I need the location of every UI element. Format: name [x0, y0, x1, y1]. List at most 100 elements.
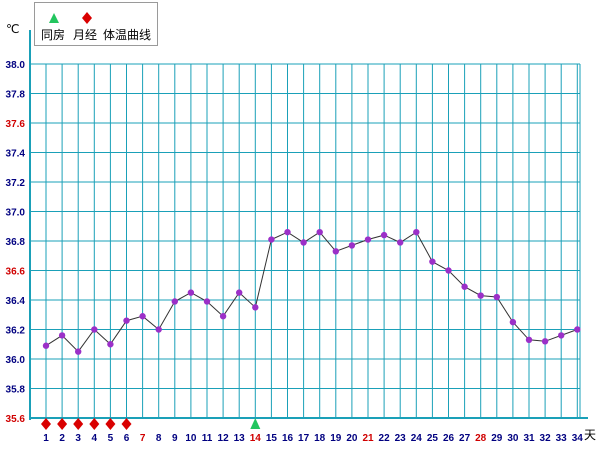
temperature-point [236, 289, 243, 296]
x-tick-label: 19 [330, 433, 342, 444]
x-tick-label: 1 [43, 433, 49, 444]
x-tick-label: 13 [234, 433, 246, 444]
temperature-point [123, 317, 130, 324]
x-tick-label: 33 [556, 433, 568, 444]
y-tick-label: 36.2 [6, 326, 26, 337]
y-tick-label: 37.4 [6, 149, 26, 160]
x-tick-label: 3 [75, 433, 81, 444]
x-tick-label: 21 [362, 433, 374, 444]
y-tick-label: 37.2 [6, 178, 26, 189]
temperature-point [397, 239, 404, 246]
temperature-point [171, 298, 178, 305]
y-tick-label: 38.0 [6, 60, 26, 71]
temperature-point [429, 258, 436, 265]
temperature-point [413, 228, 420, 236]
temperature-point [42, 342, 50, 349]
menstruation-marker [89, 418, 100, 430]
legend-item-intercourse: 同房 [39, 3, 71, 45]
temperature-point [493, 293, 500, 301]
legend-item-menstruation: 月经 [71, 3, 107, 45]
x-tick-label: 12 [218, 433, 230, 444]
x-tick-label: 7 [140, 433, 146, 444]
menstruation-marker [121, 418, 132, 430]
y-tick-label: 35.8 [6, 385, 26, 396]
x-tick-label: 20 [346, 433, 358, 444]
x-tick-label: 14 [250, 433, 262, 444]
menstruation-marker [73, 418, 84, 430]
temperature-point [91, 326, 98, 333]
intercourse-marker [250, 418, 261, 429]
x-tick-label: 9 [172, 433, 178, 444]
y-tick-label: 36.0 [6, 355, 26, 366]
legend-item-temperature: 体温曲线 [101, 3, 155, 45]
temperature-point [316, 228, 323, 236]
legend-label-intercourse: 同房 [41, 28, 66, 42]
temperature-series-line [45, 231, 578, 353]
y-tick-label: 36.6 [6, 267, 26, 278]
x-axis-unit: 天 [584, 428, 597, 442]
temperature-point [574, 326, 581, 333]
y-tick-label: 37.6 [6, 119, 26, 130]
temperature-point [75, 348, 82, 355]
temperature-point [380, 231, 388, 239]
y-tick-label: 35.6 [6, 414, 26, 425]
x-tick-label: 11 [202, 433, 213, 444]
menstruation-marker [105, 418, 116, 430]
temperature-point [252, 304, 259, 311]
temperature-point [219, 313, 227, 320]
red-diamond-icon [81, 9, 93, 28]
x-tick-label: 10 [185, 433, 197, 444]
y-tick-label: 37.0 [6, 208, 26, 219]
x-tick-label: 6 [124, 433, 130, 444]
x-tick-label: 18 [314, 433, 326, 444]
x-tick-label: 15 [266, 433, 278, 444]
x-tick-label: 28 [475, 433, 487, 444]
temperature-point [58, 332, 66, 339]
temperature-point [300, 239, 307, 246]
x-tick-label: 26 [443, 433, 455, 444]
x-tick-label: 16 [282, 433, 294, 444]
y-tick-label: 37.8 [6, 90, 26, 101]
x-tick-label: 34 [572, 433, 584, 444]
legend-label-temperature: 体温曲线 [103, 28, 152, 42]
temperature-point [268, 236, 275, 243]
x-tick-label: 30 [507, 433, 519, 444]
temperature-point [139, 313, 146, 320]
temperature-point [155, 326, 162, 333]
temperature-point [477, 292, 484, 299]
menstruation-marker [41, 418, 51, 430]
x-tick-label: 22 [379, 433, 391, 444]
x-tick-label: 31 [523, 433, 535, 444]
temperature-point [364, 236, 372, 243]
menstruation-marker [57, 418, 68, 430]
temperature-point [187, 289, 195, 296]
legend-label-menstruation: 月经 [73, 28, 98, 42]
temperature-point [509, 318, 517, 326]
x-tick-label: 5 [108, 433, 114, 444]
temperature-point [348, 242, 356, 249]
x-tick-label: 2 [59, 433, 65, 444]
temperature-point [203, 298, 211, 305]
temperature-point [461, 283, 468, 290]
y-tick-label: 36.8 [6, 237, 26, 248]
temperature-point [558, 332, 565, 339]
temperature-point [525, 336, 533, 344]
y-axis-unit: ℃ [6, 22, 20, 36]
temperature-point [541, 338, 549, 345]
x-tick-label: 25 [427, 433, 439, 444]
x-tick-label: 8 [156, 433, 162, 444]
x-tick-label: 32 [540, 433, 552, 444]
green-triangle-icon [48, 9, 60, 28]
temperature-point [445, 267, 452, 274]
x-tick-label: 4 [92, 433, 98, 444]
x-tick-label: 23 [395, 433, 407, 444]
temperature-point [284, 228, 291, 236]
x-tick-label: 24 [411, 433, 423, 444]
x-tick-label: 17 [298, 433, 310, 444]
y-tick-label: 36.4 [6, 296, 26, 307]
temperature-point [332, 248, 339, 255]
temperature-point [107, 341, 114, 348]
chart-legend: 同房 月经 体温曲线 [34, 2, 158, 46]
x-tick-label: 27 [459, 433, 471, 444]
